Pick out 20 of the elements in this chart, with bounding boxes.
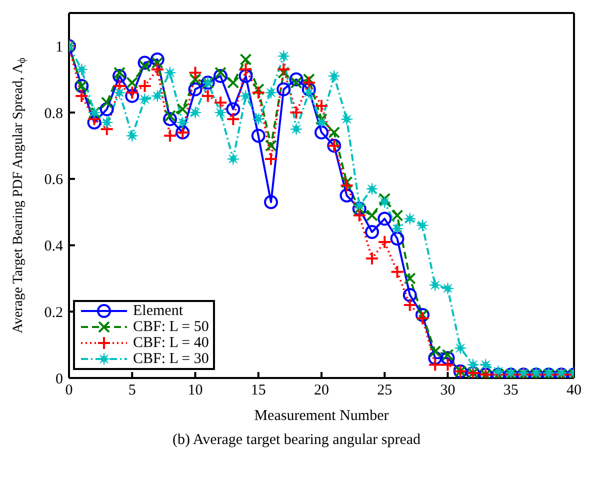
x-tick-label: 10 xyxy=(188,382,203,399)
x-tick-label: 15 xyxy=(250,382,266,399)
x-tick-label: 40 xyxy=(566,382,582,399)
x-tick-label: 30 xyxy=(440,382,456,399)
y-tick-label: 0 xyxy=(56,371,63,388)
x-tick-label: 20 xyxy=(314,382,329,399)
legend-label: Element xyxy=(133,302,183,320)
x-tick-label: 5 xyxy=(128,382,136,399)
y-tick-label: 0.4 xyxy=(44,238,64,255)
x-tick-label: 25 xyxy=(377,382,392,399)
y-tick-label: 1 xyxy=(56,40,63,56)
y-tick-label: 0.8 xyxy=(44,106,63,122)
legend-label: CBF: L = 40 xyxy=(133,334,209,352)
x-tick-label: 35 xyxy=(503,382,518,399)
legend-label: CBF: L = 30 xyxy=(133,350,209,368)
legend-label: CBF: L = 50 xyxy=(133,318,209,336)
y-tick-label: 0.2 xyxy=(44,304,63,321)
y-tick-label: 0.6 xyxy=(44,172,64,188)
text: (b) Average target bearing angular spread xyxy=(171,432,422,449)
x-axis-title: Measurement Number xyxy=(254,408,389,424)
